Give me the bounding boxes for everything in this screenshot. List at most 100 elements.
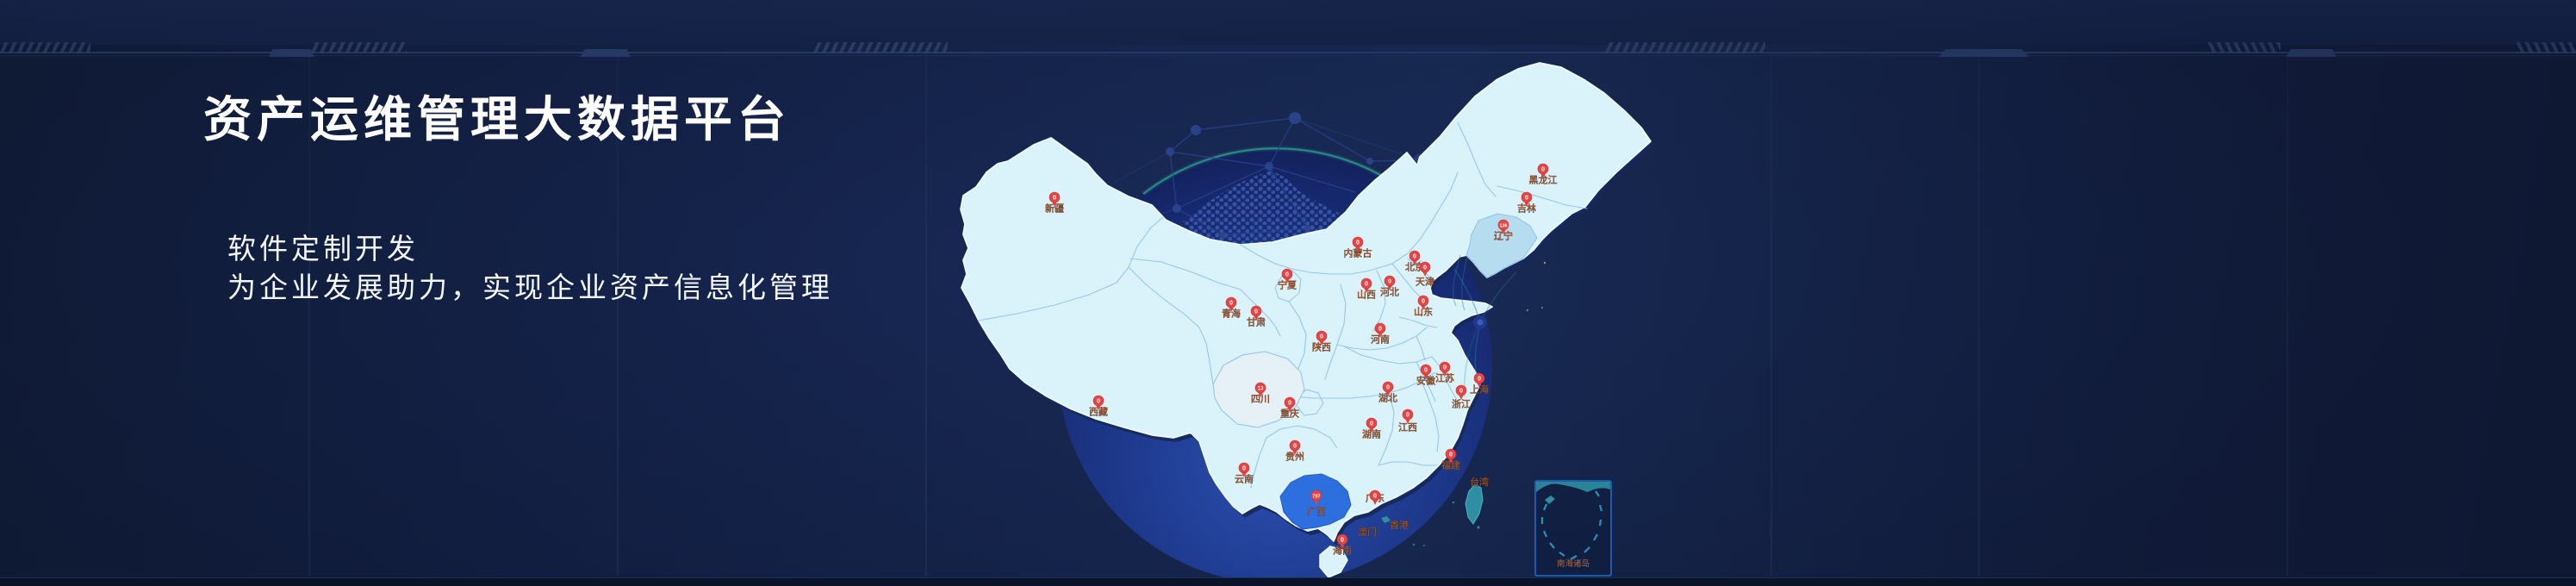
- province-label: 云南: [1235, 474, 1254, 485]
- decorative-line-secondary: [0, 55, 2576, 56]
- line-tab: [2287, 49, 2336, 57]
- subtitle: 软件定制开发 为企业发展助力，实现企业资产信息化管理: [227, 231, 833, 309]
- map-pin[interactable]: 海南 0: [1333, 533, 1352, 557]
- map-pin[interactable]: 浙江 0: [1452, 384, 1471, 410]
- pin-value: 136: [1500, 223, 1508, 228]
- map-pin[interactable]: 河北 0: [1380, 275, 1399, 298]
- map-pin[interactable]: 天津 0: [1416, 261, 1434, 288]
- province-label: 河南: [1371, 334, 1390, 346]
- hainan-island[interactable]: [1319, 545, 1348, 578]
- subtitle-line-1: 软件定制开发: [227, 234, 419, 265]
- province-liaoning[interactable]: [1465, 213, 1538, 278]
- pin-value: 0: [1254, 307, 1258, 315]
- map-pin[interactable]: 山东 0: [1414, 295, 1433, 318]
- province-label: 浙江: [1452, 399, 1471, 410]
- sea-specks: [1412, 261, 1546, 547]
- pin-value: 0: [1478, 374, 1481, 382]
- decorative-line: [0, 52, 2576, 53]
- map-pin[interactable]: 湖北 0: [1378, 381, 1397, 404]
- province-label: 河北: [1380, 287, 1399, 298]
- map-pin[interactable]: 黑龙江 0: [1528, 163, 1558, 186]
- pin-value: 0: [1053, 193, 1056, 201]
- map-pin[interactable]: 山西 0: [1357, 277, 1376, 301]
- hatch-segment: [0, 42, 90, 53]
- panel-seam: [1978, 54, 1980, 576]
- province-label: 四川: [1251, 395, 1270, 405]
- region-label: 香港: [1390, 520, 1409, 531]
- inset-islet: [1545, 496, 1555, 504]
- map-pin[interactable]: 四川 13: [1251, 382, 1270, 405]
- pin-value: 0: [1365, 279, 1368, 287]
- pin-value: 0: [1386, 383, 1390, 390]
- pin-value: 0: [1229, 298, 1233, 306]
- map-pin[interactable]: 江苏 0: [1435, 361, 1454, 384]
- pin-value: 0: [1525, 193, 1528, 201]
- map-pin[interactable]: 甘肃 0: [1247, 305, 1266, 328]
- map-pin[interactable]: 吉林 0: [1517, 191, 1536, 215]
- map-pin[interactable]: 广西 797: [1307, 489, 1326, 518]
- map-pin[interactable]: 贵州 0: [1285, 440, 1304, 463]
- province-label: 上海: [1470, 383, 1489, 396]
- panel-seam: [2287, 54, 2288, 576]
- province-label: 吉林: [1517, 203, 1536, 215]
- province-label: 西藏: [1089, 407, 1108, 418]
- map-pin[interactable]: 青海 0: [1222, 296, 1241, 320]
- pin-value: 0: [1459, 386, 1463, 394]
- province-label: 辽宁: [1494, 230, 1513, 242]
- subtitle-line-2: 为企业发展助力，实现企业资产信息化管理: [227, 273, 833, 304]
- pin-value: 0: [1373, 491, 1377, 499]
- line-tab: [581, 49, 631, 57]
- map-pin[interactable]: 安徽 0: [1416, 364, 1435, 387]
- nine-dash-line: [1540, 490, 1603, 560]
- province-label: 陕西: [1312, 341, 1331, 353]
- pin-value: 0: [1378, 324, 1382, 332]
- province-label: 江西: [1398, 422, 1417, 433]
- map-pin[interactable]: 河南 0: [1371, 322, 1390, 346]
- region-label: 澳门: [1358, 526, 1377, 538]
- pin-value: 0: [1423, 263, 1427, 271]
- sea-node-core: [1477, 319, 1484, 326]
- panel-seam: [925, 54, 927, 576]
- china-mainland[interactable]: [960, 62, 1652, 542]
- province-label: 山西: [1357, 290, 1376, 301]
- map-pin[interactable]: 宁夏 0: [1278, 268, 1297, 291]
- pin-value: 0: [1424, 365, 1428, 373]
- map-pin[interactable]: 福建0: [1441, 448, 1460, 471]
- constellation-network: [1113, 112, 1427, 239]
- province-label: 黑龙江: [1529, 175, 1558, 186]
- pin-value: 0: [1443, 363, 1447, 371]
- pin-value: 0: [1356, 238, 1360, 246]
- map-pin[interactable]: 上海0: [1470, 372, 1489, 396]
- hatch-segment: [813, 42, 948, 53]
- map-pin[interactable]: 北京0: [1405, 250, 1424, 273]
- panel-seam: [617, 54, 619, 576]
- pin-value: 0: [1413, 252, 1416, 259]
- province-label: 湖南: [1362, 429, 1381, 440]
- province-label: 青海: [1222, 308, 1241, 320]
- province-label: 江苏: [1435, 373, 1454, 384]
- map-pin[interactable]: 广东0: [1366, 489, 1384, 505]
- map-pin[interactable]: 新疆 0: [1045, 191, 1064, 215]
- pin-value: 0: [1370, 419, 1373, 427]
- taiwan-islet: [1477, 526, 1480, 529]
- panel-seam: [308, 54, 310, 576]
- china-map[interactable]: 南海诸岛 黑龙江0吉林0辽宁136新疆0内蒙古0北京0天津0宁夏0河北0山西0山…: [905, 52, 1714, 586]
- map-pin[interactable]: 西藏 0: [1089, 395, 1108, 418]
- map-pin[interactable]: 陕西0: [1312, 330, 1331, 353]
- taiwan-island: [1465, 483, 1484, 525]
- inset-coast: [1536, 482, 1610, 492]
- pin-value: 0: [1293, 441, 1297, 449]
- map-pin[interactable]: 重庆 0: [1280, 396, 1299, 420]
- top-band: [0, 0, 2576, 45]
- map-pin[interactable]: 辽宁 136: [1494, 219, 1513, 242]
- province-label: 贵州: [1285, 452, 1304, 463]
- map-pin[interactable]: 江西 0: [1398, 408, 1417, 433]
- south-china-sea-inset: 南海诸岛: [1534, 480, 1612, 577]
- map-pin[interactable]: 云南 0: [1235, 462, 1254, 485]
- pin-value: 0: [1406, 410, 1409, 418]
- map-pin[interactable]: 湖南 0: [1362, 417, 1381, 440]
- pin-value: 0: [1285, 270, 1289, 277]
- province-label: 海南: [1333, 545, 1352, 557]
